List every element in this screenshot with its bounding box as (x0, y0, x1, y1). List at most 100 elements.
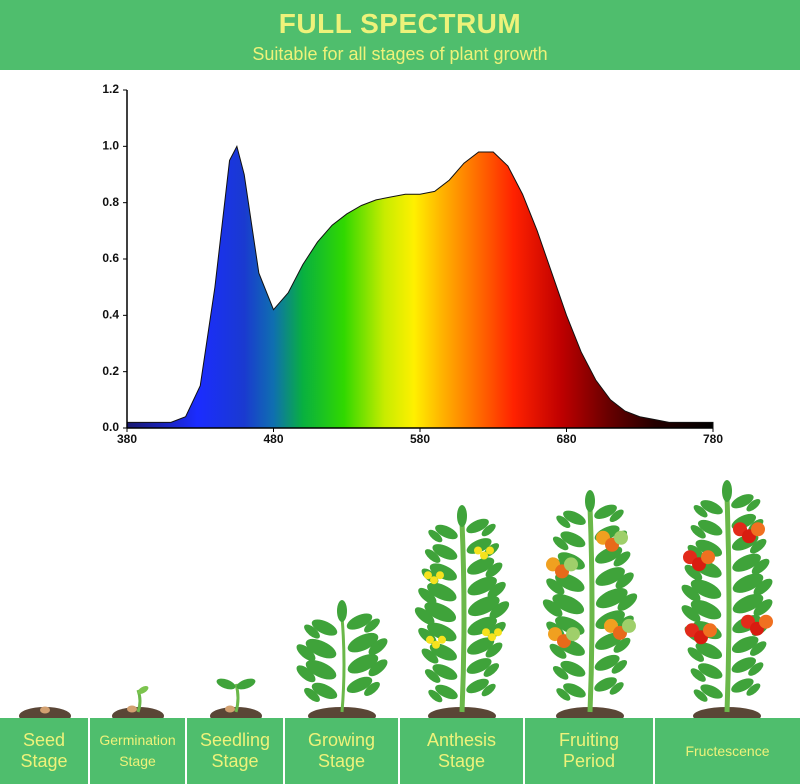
flower (486, 546, 494, 555)
leaf (749, 641, 767, 656)
leaf (615, 572, 634, 589)
leaf (236, 678, 256, 690)
stem (459, 521, 467, 713)
leaf (346, 613, 373, 630)
leaf (585, 490, 595, 512)
leaf (428, 689, 443, 703)
chart-title: FULL SPECTRUM (278, 8, 522, 39)
leaf (296, 665, 316, 683)
leaf (466, 518, 489, 534)
leaf (432, 544, 458, 560)
y-tick-label: 0.6 (102, 251, 119, 265)
leaf (731, 494, 754, 509)
leaf (485, 642, 503, 658)
y-tick-label: 1.0 (102, 139, 119, 153)
leaf (466, 658, 492, 674)
soil (428, 707, 496, 718)
stage-label-line: Stage (317, 751, 366, 771)
leaf (594, 677, 617, 692)
soil (693, 707, 761, 718)
leaf (364, 618, 380, 633)
stage-label: Growing Stage (285, 718, 400, 784)
stage-label: Anthesis Stage (400, 718, 525, 784)
leaf (690, 524, 706, 539)
flower (488, 633, 496, 642)
leaf (368, 638, 388, 656)
plant-illustration (542, 490, 638, 718)
stage-label-line: Seedling (199, 730, 271, 750)
leaf (487, 581, 506, 599)
leaf (751, 558, 770, 575)
plant-illustration (210, 678, 262, 718)
leaf (542, 599, 563, 617)
leaf (697, 519, 723, 536)
plant-illustration (112, 686, 164, 718)
stem (340, 616, 346, 713)
header: FULL SPECTRUM Suitable for all stages of… (0, 0, 800, 70)
leaf (560, 531, 586, 548)
soil (556, 707, 624, 718)
stage-band: Seed Stage Germination Stage Seedling Stage Gr… (0, 718, 800, 784)
leaf (304, 687, 320, 702)
stage-label: Seed Stage (0, 718, 90, 784)
leaf (609, 509, 624, 523)
plant-illustration (414, 505, 510, 718)
leaf (418, 587, 437, 605)
x-tick-label: 380 (117, 432, 137, 446)
leaf (421, 648, 439, 664)
chart: 0.0 0.2 0.4 0.6 0.8 1.0 1.2 380 480 580 680 780 (19, 82, 773, 718)
leaf (305, 638, 337, 659)
leaf (560, 660, 586, 677)
leaf (732, 553, 761, 572)
stage-label-line: Stage (119, 753, 156, 769)
flower (430, 576, 438, 585)
leaf (427, 582, 457, 602)
leaf (746, 499, 761, 512)
leaf (695, 539, 723, 557)
leaf (424, 601, 457, 623)
stage-label: Fruiting Period (525, 718, 655, 784)
plant-illustration (19, 706, 71, 718)
fruit (701, 550, 715, 565)
y-tick-label: 0.8 (102, 195, 119, 209)
fruit (614, 530, 628, 545)
fruit (703, 623, 717, 638)
stage-label-line: Stage (437, 751, 486, 771)
leaf (347, 654, 379, 674)
fruit (564, 557, 578, 572)
seed (40, 706, 50, 714)
fruit (566, 627, 580, 642)
leaf (552, 665, 569, 680)
leaf (684, 564, 703, 581)
leaf (311, 682, 338, 700)
leaf (296, 644, 316, 662)
leaf (731, 636, 759, 654)
flower (482, 628, 490, 637)
leaf (617, 593, 638, 611)
leaf (347, 632, 379, 653)
leaf (681, 605, 701, 623)
leaf (732, 593, 764, 614)
x-tick-label: 780 (703, 432, 723, 446)
leaf (467, 557, 495, 575)
stage-label-line: Seed (22, 730, 66, 750)
leaf (681, 584, 701, 602)
flower (494, 628, 502, 637)
stem (234, 683, 240, 713)
leaf (427, 622, 457, 642)
flower (424, 571, 432, 580)
leaf (483, 663, 500, 677)
leaf (556, 688, 571, 701)
stage-label-line: Fructescence (685, 742, 770, 759)
leaf (731, 657, 757, 673)
leaf (429, 563, 457, 581)
seed (127, 705, 137, 713)
leaf (337, 600, 347, 622)
leaf (690, 599, 722, 620)
leaf (613, 637, 631, 653)
spectrum-area (126, 144, 714, 429)
leaf (693, 689, 708, 702)
leaf (304, 624, 320, 639)
leaf (546, 578, 565, 595)
stem (724, 496, 732, 713)
